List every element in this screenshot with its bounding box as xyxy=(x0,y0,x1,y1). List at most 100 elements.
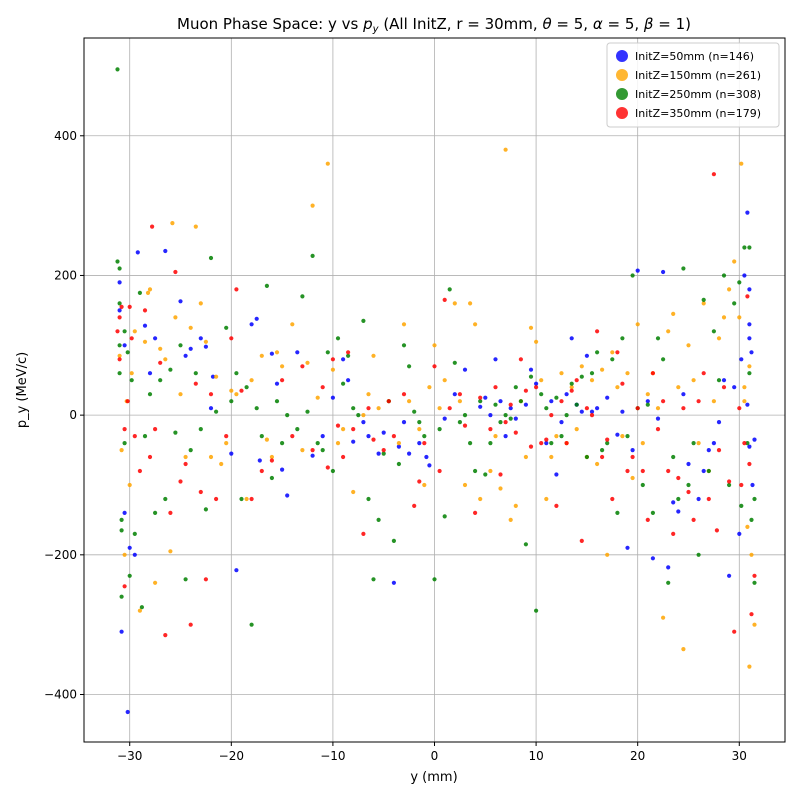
data-point xyxy=(528,444,534,449)
data-point xyxy=(666,468,671,474)
series-2 xyxy=(117,147,757,669)
data-point xyxy=(129,336,134,341)
data-point xyxy=(574,427,579,432)
data-point xyxy=(254,316,259,321)
data-point xyxy=(127,545,132,550)
data-point xyxy=(716,336,722,341)
data-point xyxy=(249,622,254,627)
data-point xyxy=(274,399,280,404)
data-point xyxy=(147,454,153,460)
data-point xyxy=(706,468,711,474)
data-point xyxy=(711,329,717,334)
data-point xyxy=(686,461,691,467)
data-point xyxy=(732,301,737,306)
data-point xyxy=(376,517,381,523)
data-point xyxy=(442,514,447,519)
data-point xyxy=(188,448,193,453)
data-point xyxy=(330,357,335,362)
data-point xyxy=(701,297,706,302)
data-point xyxy=(727,482,732,488)
data-point xyxy=(427,463,432,468)
data-point xyxy=(554,472,559,477)
data-point xyxy=(300,294,305,299)
data-point xyxy=(437,468,442,474)
data-point xyxy=(203,344,208,349)
data-point xyxy=(125,399,130,404)
data-point xyxy=(508,406,513,411)
data-point xyxy=(745,294,750,299)
data-point xyxy=(219,461,224,467)
data-point xyxy=(137,468,142,474)
data-point xyxy=(427,385,432,390)
data-point xyxy=(183,454,188,460)
data-point xyxy=(452,392,457,397)
data-point xyxy=(117,301,122,306)
data-point xyxy=(401,420,407,425)
data-point xyxy=(747,336,752,341)
data-point xyxy=(422,434,427,439)
data-point xyxy=(528,374,534,379)
data-point xyxy=(422,482,427,488)
data-point xyxy=(122,329,127,334)
data-point xyxy=(417,441,422,446)
data-point xyxy=(158,346,163,351)
data-point xyxy=(721,273,727,278)
data-point xyxy=(122,584,127,589)
data-point xyxy=(686,482,691,488)
data-point xyxy=(554,395,559,400)
data-point xyxy=(290,322,295,327)
data-point xyxy=(386,399,391,404)
data-point xyxy=(407,364,412,369)
data-point xyxy=(600,367,605,372)
data-point xyxy=(119,448,124,453)
data-point xyxy=(513,430,518,435)
data-point xyxy=(681,392,686,397)
data-point xyxy=(214,374,219,379)
data-point xyxy=(417,427,422,432)
data-point xyxy=(671,531,676,537)
data-point xyxy=(747,364,752,369)
data-point xyxy=(739,482,744,488)
data-point xyxy=(523,454,529,460)
data-point xyxy=(630,475,635,481)
data-point xyxy=(640,482,645,488)
data-point xyxy=(518,357,524,362)
data-point xyxy=(544,406,549,411)
data-point xyxy=(432,577,437,582)
data-point xyxy=(513,503,518,508)
data-point xyxy=(132,531,137,537)
data-point xyxy=(208,392,214,397)
data-point xyxy=(539,378,544,383)
data-point xyxy=(706,448,711,453)
data-point xyxy=(341,427,346,432)
data-point xyxy=(153,336,158,341)
data-point xyxy=(589,409,595,414)
data-point xyxy=(234,392,239,397)
data-point xyxy=(549,454,554,460)
axis-ticks: −30 −20 −10 0 10 20 30 −400 −200 0 200 400 xyxy=(44,129,747,763)
data-point xyxy=(701,301,706,306)
data-point xyxy=(122,343,127,348)
data-point xyxy=(173,315,178,320)
data-point xyxy=(747,287,752,292)
data-point xyxy=(681,406,686,411)
data-point xyxy=(569,381,574,386)
data-point xyxy=(119,517,124,523)
data-point xyxy=(584,454,590,460)
data-point xyxy=(269,351,274,356)
data-point xyxy=(747,245,752,250)
data-point xyxy=(605,395,610,400)
data-point xyxy=(615,432,620,437)
data-point xyxy=(752,496,757,502)
data-point xyxy=(310,203,315,208)
data-point xyxy=(559,399,564,404)
data-point xyxy=(716,448,722,453)
data-point xyxy=(229,399,234,404)
data-point xyxy=(544,496,549,502)
data-point xyxy=(503,420,508,425)
series-3 xyxy=(115,67,757,627)
data-point xyxy=(696,441,701,446)
data-point xyxy=(210,374,216,379)
data-point xyxy=(193,224,198,229)
